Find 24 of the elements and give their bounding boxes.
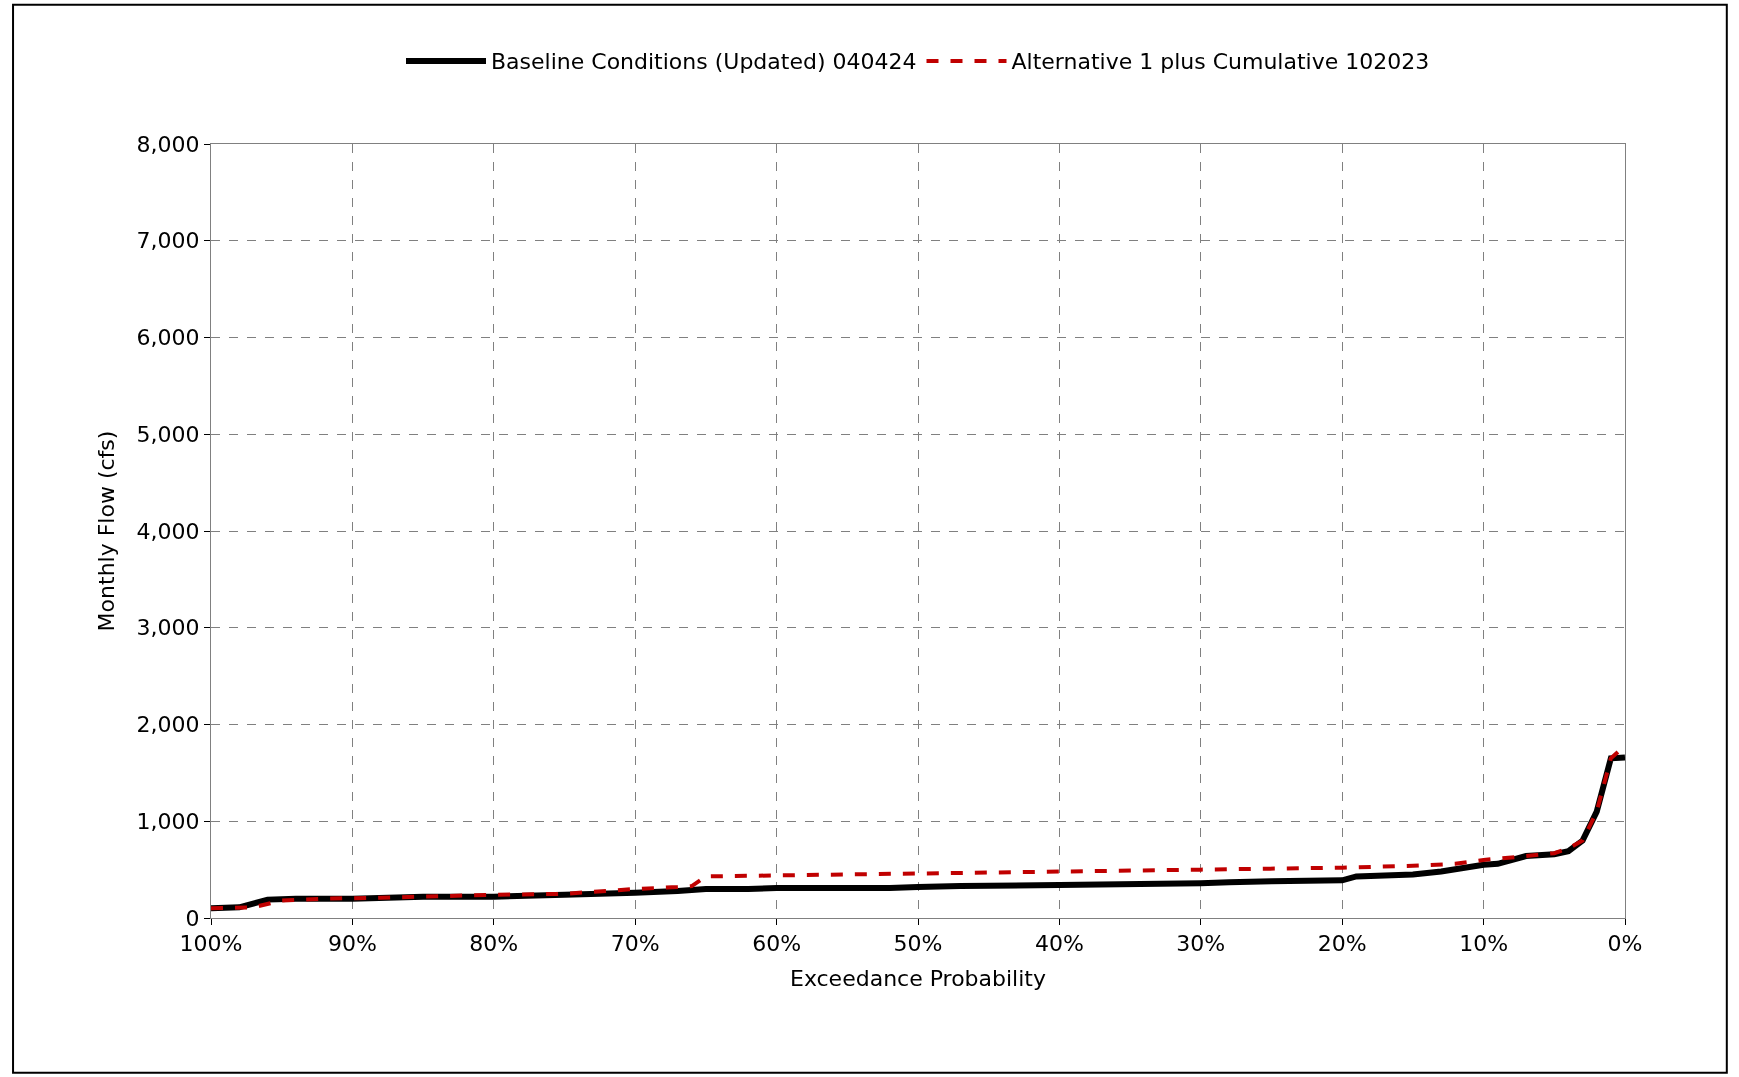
x-tick-label: 60% (752, 931, 802, 957)
legend-label: Baseline Conditions (Updated) 040424 (491, 49, 917, 75)
x-tick-label: 70% (610, 931, 660, 957)
y-tick-label: 7,000 (136, 228, 200, 254)
x-tick-label: 50% (893, 931, 943, 957)
x-tick-label: 10% (1459, 931, 1509, 957)
x-tick-label: 0% (1607, 931, 1643, 957)
y-tick-label: 0 (185, 905, 200, 931)
y-axis-title: Monthly Flow (cfs) (94, 430, 120, 632)
x-tick-label: 80% (469, 931, 519, 957)
y-tick-label: 5,000 (136, 421, 200, 447)
x-tick-label: 100% (179, 931, 243, 957)
x-tick-label: 90% (327, 931, 377, 957)
y-tick-label: 2,000 (136, 712, 200, 738)
y-tick-label: 8,000 (136, 131, 200, 157)
x-tick-label: 30% (1176, 931, 1226, 957)
x-axis-title: Exceedance Probability (789, 966, 1047, 992)
y-tick-label: 6,000 (136, 325, 200, 351)
y-tick-label: 4,000 (136, 518, 200, 544)
legend-label: Alternative 1 plus Cumulative 102023 (1011, 49, 1430, 75)
x-tick-label: 40% (1034, 931, 1084, 957)
y-tick-label: 1,000 (136, 808, 200, 834)
y-tick-label: 3,000 (136, 615, 200, 641)
x-tick-label: 20% (1317, 931, 1367, 957)
